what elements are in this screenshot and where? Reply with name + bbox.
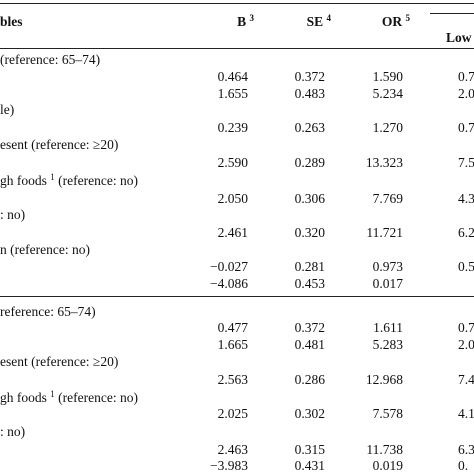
cell-or: 0.017: [372, 276, 403, 291]
cell-or: 7.578: [372, 406, 403, 421]
cell-b: 2.590: [217, 155, 248, 170]
header-b: B 3: [237, 14, 254, 30]
cell-se: 0.431: [294, 458, 325, 473]
label-text: (reference: 65–74): [0, 52, 101, 67]
cell-b: 1.665: [217, 337, 248, 352]
cell-b: 0.464: [217, 69, 248, 84]
cell-low: 0.7: [458, 320, 474, 335]
cell-low: 0.: [458, 458, 469, 473]
cell-b: 0.239: [217, 120, 248, 135]
row-label: esent (reference: ≥20): [0, 354, 118, 370]
cell-b: 2.025: [217, 406, 248, 421]
label-text: le): [0, 102, 15, 117]
row-label: le): [0, 102, 14, 118]
row-label: gh foods 1 (reference: no): [0, 390, 138, 406]
header-variables: bles: [0, 14, 23, 29]
cell-se: 0.302: [294, 406, 325, 421]
cell-b: 2.563: [217, 372, 248, 387]
cell-se: 0.315: [294, 442, 325, 457]
cell-b: 0.477: [217, 320, 248, 335]
cell-low: 7.4: [458, 372, 474, 387]
label-note: 1: [50, 389, 55, 399]
row-label: : no): [0, 207, 25, 223]
header-rule: [0, 48, 474, 49]
cell-se: 0.286: [294, 372, 325, 387]
cell-or: 5.283: [372, 337, 403, 352]
row-label: reference: 65–74): [0, 304, 96, 320]
row-label: : no): [0, 424, 25, 440]
cell-se: 0.372: [294, 69, 325, 84]
label-text: gh foods: [0, 173, 47, 188]
label-text: : no): [0, 207, 26, 222]
cell-or: 11.738: [366, 442, 403, 457]
header-or: OR 5: [382, 14, 410, 30]
label-text: esent (reference: ≥20): [0, 137, 119, 152]
header-b-note: 3: [249, 13, 255, 23]
section-rule: [0, 296, 474, 297]
label-rest: (reference: no): [58, 390, 138, 405]
header-b-text: B: [237, 14, 247, 29]
cell-low: 4.1: [458, 406, 474, 421]
cell-or: 12.968: [365, 372, 403, 387]
header-low: Low: [446, 30, 472, 45]
cell-low: 6.2: [458, 225, 474, 240]
label-text: n (reference: no): [0, 242, 90, 257]
cell-b: −0.027: [210, 259, 248, 274]
cell-or: 13.323: [365, 155, 403, 170]
cell-low: 6.3: [458, 442, 474, 457]
cell-or: 11.721: [366, 225, 403, 240]
cell-se: 0.453: [294, 276, 325, 291]
cell-or: 1.270: [372, 120, 403, 135]
header-se: SE 4: [307, 14, 331, 30]
header-or-text: OR: [381, 14, 403, 29]
header-se-note: 4: [326, 13, 332, 23]
label-text: gh foods: [0, 390, 47, 405]
cell-b: 2.461: [217, 225, 248, 240]
cell-low: 0.7: [458, 120, 474, 135]
cell-low: 0.5: [458, 259, 474, 274]
cell-or: 1.611: [373, 320, 403, 335]
label-text: : no): [0, 424, 26, 439]
cell-low: 4.3: [458, 191, 474, 206]
cell-se: 0.481: [294, 337, 325, 352]
cell-b: 2.050: [217, 191, 248, 206]
cell-low: 7.5: [458, 155, 474, 170]
header-se-text: SE: [306, 14, 324, 29]
cell-b: 1.655: [217, 86, 248, 101]
cell-low: 2.0: [458, 337, 474, 352]
cell-low: 0.7: [458, 69, 474, 84]
cell-se: 0.320: [294, 225, 325, 240]
cell-or: 0.019: [372, 458, 403, 473]
cell-se: 0.483: [294, 86, 325, 101]
cell-low: 2.0: [458, 86, 474, 101]
cell-se: 0.281: [294, 259, 325, 274]
row-label: (reference: 65–74): [0, 52, 100, 68]
row-label: gh foods 1 (reference: no): [0, 173, 138, 189]
label-text: esent (reference: ≥20): [0, 354, 119, 369]
label-text: reference: 65–74): [0, 304, 96, 319]
cell-or: 5.234: [372, 86, 403, 101]
label-note: 1: [50, 172, 55, 182]
ci-rule: [430, 13, 474, 14]
cell-se: 0.306: [294, 191, 325, 206]
header-or-note: 5: [405, 13, 411, 23]
top-rule: [0, 3, 474, 4]
cell-se: 0.372: [294, 320, 325, 335]
cell-or: 7.769: [372, 191, 403, 206]
cell-se: 0.289: [294, 155, 325, 170]
cell-or: 1.590: [372, 69, 403, 84]
cell-b: 2.463: [217, 442, 248, 457]
row-label: n (reference: no): [0, 242, 90, 258]
row-label: esent (reference: ≥20): [0, 137, 118, 153]
cell-b: −4.086: [210, 276, 248, 291]
cell-b: −3.983: [210, 458, 248, 473]
cell-se: 0.263: [294, 120, 325, 135]
label-rest: (reference: no): [58, 173, 138, 188]
cell-or: 0.973: [372, 259, 403, 274]
